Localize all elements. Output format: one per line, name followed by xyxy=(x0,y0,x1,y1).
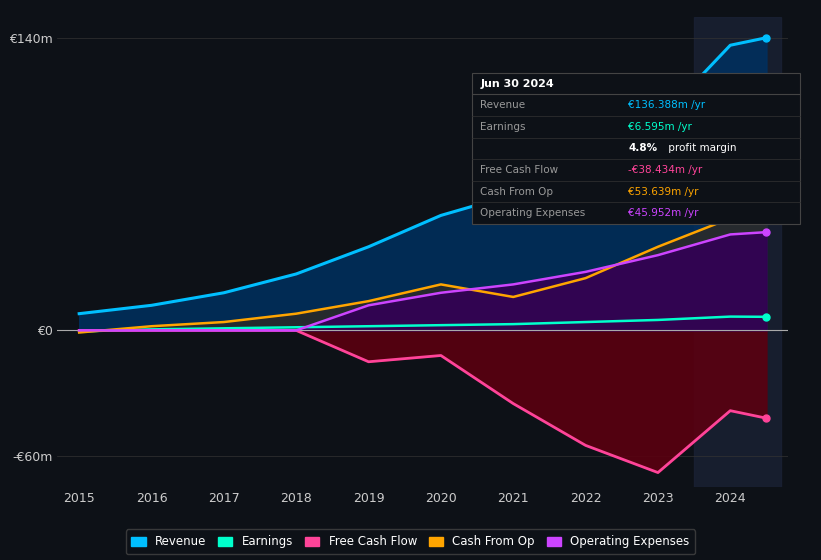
Text: €45.952m /yr: €45.952m /yr xyxy=(628,208,699,218)
Text: Free Cash Flow: Free Cash Flow xyxy=(480,165,558,175)
Text: €136.388m /yr: €136.388m /yr xyxy=(628,100,705,110)
Text: Jun 30 2024: Jun 30 2024 xyxy=(480,78,554,88)
Text: €53.639m /yr: €53.639m /yr xyxy=(628,186,699,197)
Text: profit margin: profit margin xyxy=(665,143,736,153)
Text: Operating Expenses: Operating Expenses xyxy=(480,208,585,218)
Text: €6.595m /yr: €6.595m /yr xyxy=(628,122,692,132)
Bar xyxy=(694,17,781,487)
Text: 4.8%: 4.8% xyxy=(628,143,657,153)
Legend: Revenue, Earnings, Free Cash Flow, Cash From Op, Operating Expenses: Revenue, Earnings, Free Cash Flow, Cash … xyxy=(126,529,695,554)
Text: Revenue: Revenue xyxy=(480,100,525,110)
Text: Earnings: Earnings xyxy=(480,122,525,132)
Text: -€38.434m /yr: -€38.434m /yr xyxy=(628,165,702,175)
Text: Cash From Op: Cash From Op xyxy=(480,186,553,197)
